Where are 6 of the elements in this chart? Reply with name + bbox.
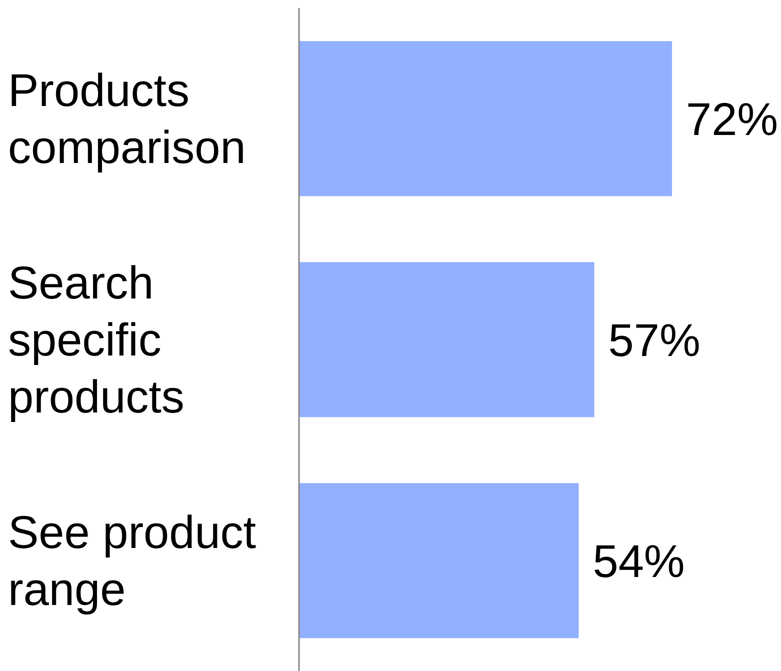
data-label: 57%: [608, 314, 700, 366]
data-label: 54%: [592, 534, 685, 587]
data-label: 72%: [686, 92, 778, 145]
y-tick-label: Search specific products: [8, 256, 184, 422]
y-tick-label: Products comparison: [8, 64, 246, 173]
y-tick-label: See product range: [8, 506, 256, 615]
